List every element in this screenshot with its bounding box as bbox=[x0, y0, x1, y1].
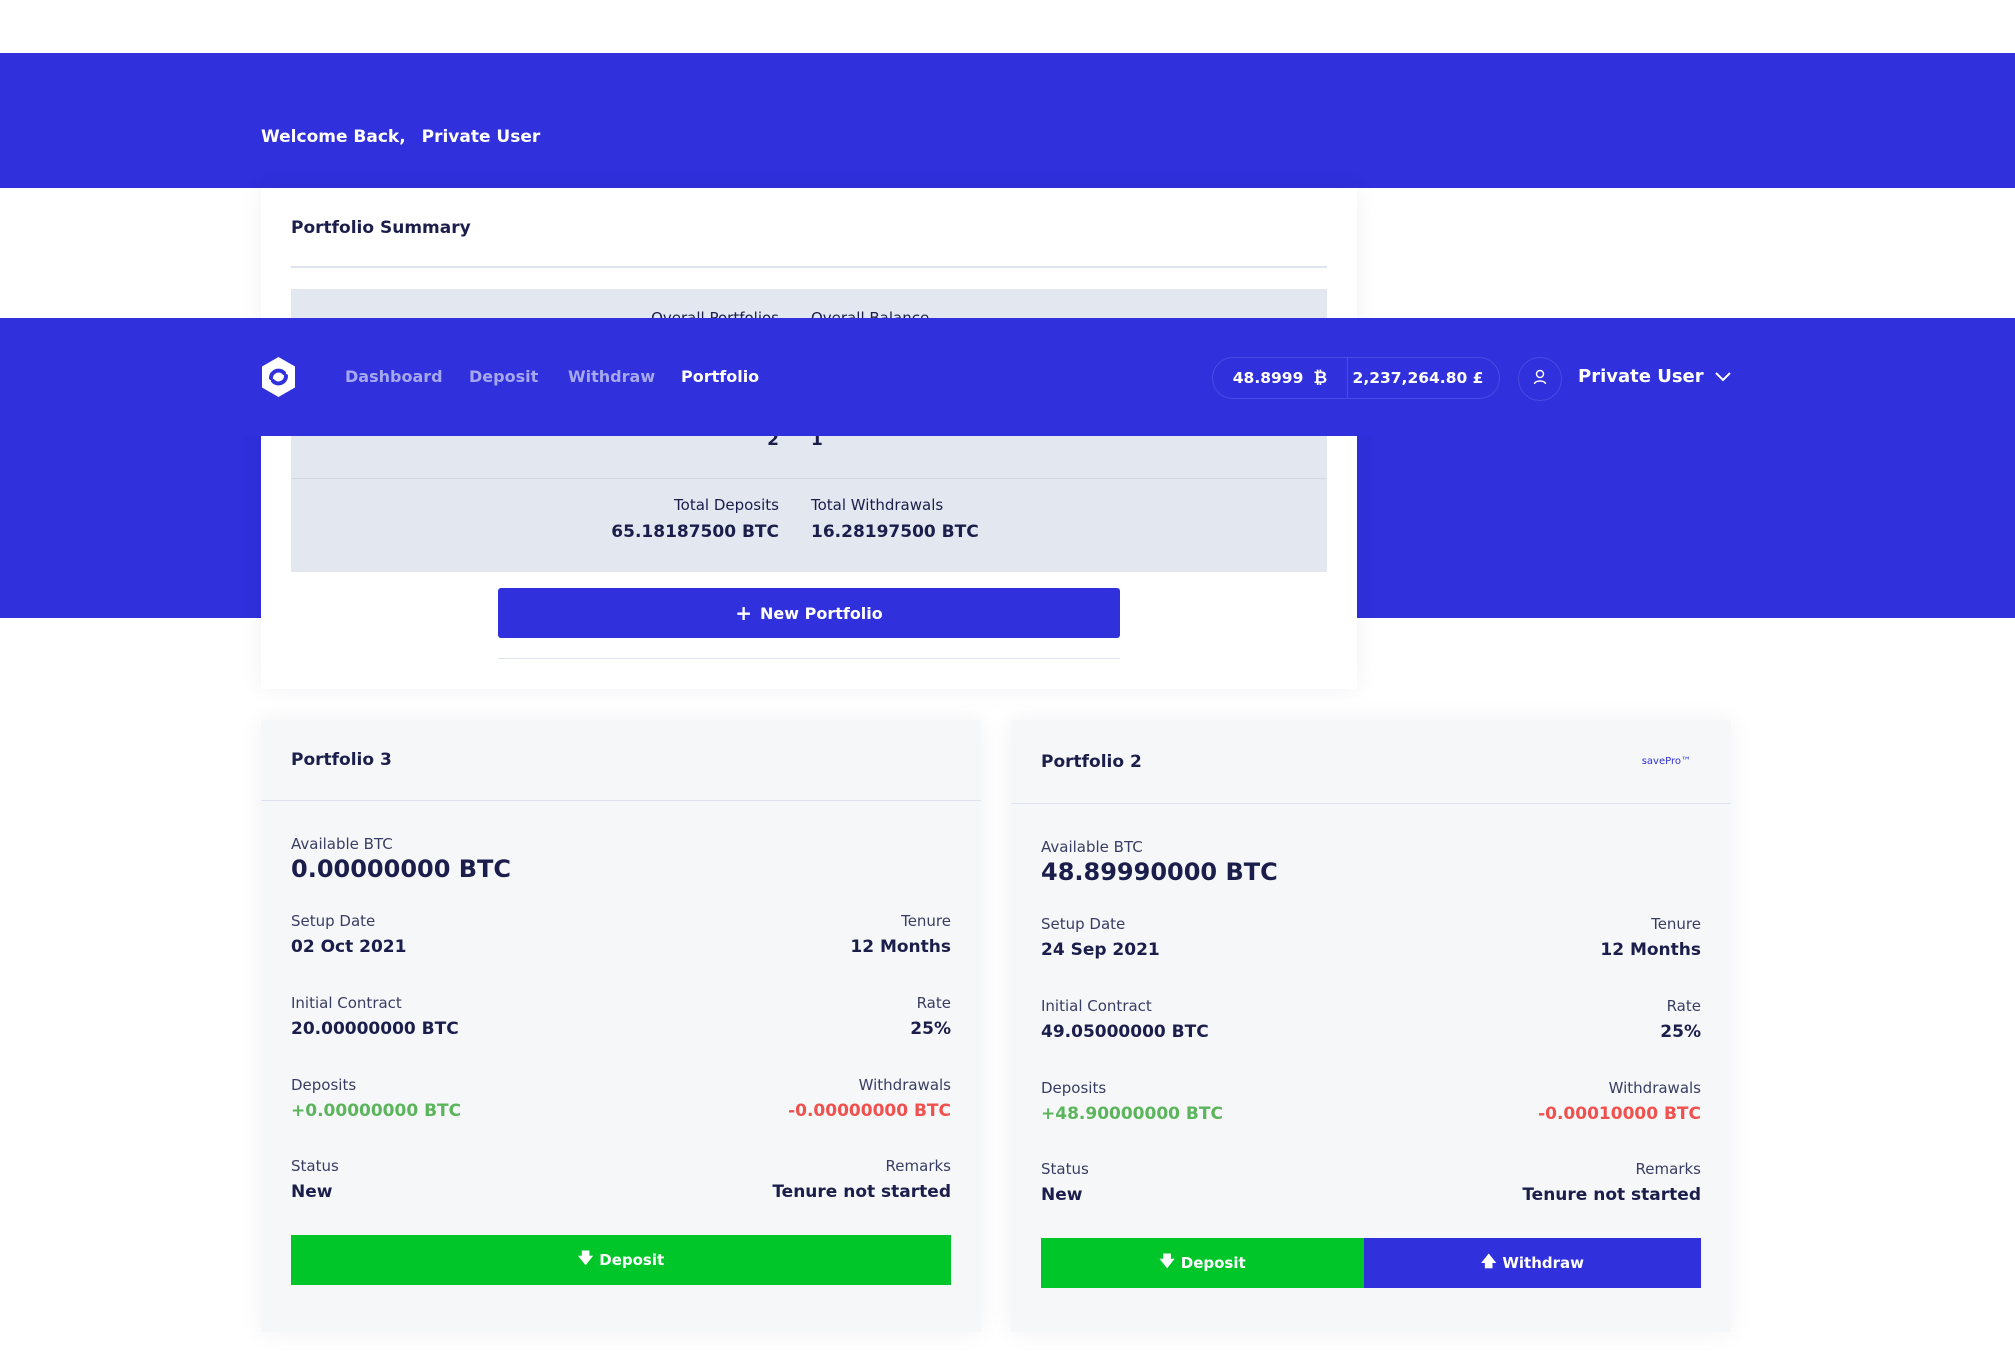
withdraw-button[interactable]: 🡅 Withdraw bbox=[1364, 1238, 1701, 1288]
arrow-down-icon: 🡇 bbox=[1159, 1251, 1175, 1270]
rate-label: Rate bbox=[916, 994, 951, 1012]
nav-deposit[interactable]: Deposit bbox=[469, 367, 539, 386]
plus-icon: + bbox=[735, 601, 752, 625]
deposits-label: Deposits bbox=[1041, 1079, 1107, 1097]
overall-balance-count: 1 bbox=[811, 430, 823, 450]
rate-label: Rate bbox=[1666, 997, 1701, 1015]
status-label: Status bbox=[1041, 1160, 1089, 1178]
remarks-value: Tenure not started bbox=[772, 1182, 951, 1202]
setup-date-label: Setup Date bbox=[1041, 915, 1126, 933]
logo-icon[interactable] bbox=[260, 356, 297, 398]
balance-pill[interactable]: 48.8999 ₿ 2,237,264.80 £ bbox=[1212, 357, 1500, 399]
withdrawals-value: -0.00000000 BTC bbox=[788, 1101, 951, 1121]
available-label: Available BTC bbox=[1041, 838, 1143, 856]
total-deposits-label: Total Deposits bbox=[674, 496, 779, 514]
deposit-button[interactable]: 🡇 Deposit bbox=[291, 1235, 951, 1285]
deposit-button-label: Deposit bbox=[599, 1251, 665, 1269]
user-icon bbox=[1533, 369, 1547, 389]
summary-divider bbox=[291, 266, 1327, 268]
status-value: New bbox=[1041, 1185, 1083, 1205]
rate-value: 25% bbox=[1660, 1022, 1701, 1042]
total-withdrawals-value: 16.28197500 BTC bbox=[811, 522, 979, 542]
rate-value: 25% bbox=[910, 1019, 951, 1039]
deposits-label: Deposits bbox=[291, 1076, 357, 1094]
chevron-down-icon[interactable] bbox=[1714, 368, 1732, 387]
initial-contract-label: Initial Contract bbox=[291, 994, 402, 1012]
tenure-value: 12 Months bbox=[850, 937, 951, 957]
portfolio-divider bbox=[1011, 803, 1731, 804]
portfolio-title: Portfolio 2 bbox=[1041, 752, 1142, 772]
welcome-text: Welcome Back, bbox=[261, 127, 406, 147]
available-value: 0.00000000 BTC bbox=[291, 855, 512, 883]
withdrawals-label: Withdrawals bbox=[1608, 1079, 1701, 1097]
initial-contract-label: Initial Contract bbox=[1041, 997, 1152, 1015]
nav-dashboard[interactable]: Dashboard bbox=[345, 367, 443, 386]
stats-row-divider bbox=[291, 478, 1327, 479]
savepro-badge: savePro™ bbox=[1641, 756, 1691, 767]
tenure-label: Tenure bbox=[1651, 915, 1701, 933]
status-value: New bbox=[291, 1182, 333, 1202]
deposits-value: +0.00000000 BTC bbox=[291, 1101, 462, 1121]
total-deposits-value: 65.18187500 BTC bbox=[611, 522, 779, 542]
deposits-value: +48.90000000 BTC bbox=[1041, 1104, 1223, 1124]
remarks-value: Tenure not started bbox=[1522, 1185, 1701, 1205]
hero-banner bbox=[0, 53, 2015, 188]
balance-separator bbox=[1347, 358, 1348, 398]
remarks-label: Remarks bbox=[885, 1157, 951, 1175]
summary-title: Portfolio Summary bbox=[291, 218, 471, 238]
portfolio-title: Portfolio 3 bbox=[291, 750, 392, 770]
btc-balance: 48.8999 ₿ bbox=[1213, 358, 1347, 398]
overall-portfolios-count: 2 bbox=[767, 430, 779, 450]
withdrawals-value: -0.00010000 BTC bbox=[1538, 1104, 1701, 1124]
welcome-message: Welcome Back, Private User bbox=[261, 127, 540, 147]
portfolio-card: Portfolio 2 savePro™ Available BTC 48.89… bbox=[1011, 720, 1731, 1332]
setup-date-value: 02 Oct 2021 bbox=[291, 937, 407, 957]
portfolio-summary-card: Portfolio Summary Overall Portfolios Ove… bbox=[261, 188, 1357, 689]
remarks-label: Remarks bbox=[1635, 1160, 1701, 1178]
user-avatar[interactable] bbox=[1518, 357, 1562, 401]
withdrawals-label: Withdrawals bbox=[858, 1076, 951, 1094]
setup-date-label: Setup Date bbox=[291, 912, 376, 930]
deposit-button-label: Deposit bbox=[1180, 1254, 1246, 1272]
setup-date-value: 24 Sep 2021 bbox=[1041, 940, 1160, 960]
status-label: Status bbox=[291, 1157, 339, 1175]
deposit-button[interactable]: 🡇 Deposit bbox=[1041, 1238, 1364, 1288]
initial-contract-value: 49.05000000 BTC bbox=[1041, 1022, 1209, 1042]
btc-balance-value: 48.8999 bbox=[1232, 369, 1304, 387]
button-divider bbox=[498, 658, 1120, 659]
available-label: Available BTC bbox=[291, 835, 393, 853]
welcome-user: Private User bbox=[421, 127, 541, 147]
new-portfolio-button[interactable]: + New Portfolio bbox=[498, 588, 1120, 638]
portfolio-divider bbox=[261, 800, 981, 801]
withdraw-button-label: Withdraw bbox=[1502, 1254, 1585, 1272]
top-navbar bbox=[0, 318, 2015, 436]
tenure-value: 12 Months bbox=[1600, 940, 1701, 960]
initial-contract-value: 20.00000000 BTC bbox=[291, 1019, 459, 1039]
gbp-balance-value: 2,237,264.80 £ bbox=[1352, 369, 1484, 387]
gbp-balance: 2,237,264.80 £ bbox=[1348, 358, 1488, 398]
arrow-up-icon: 🡅 bbox=[1480, 1251, 1497, 1270]
arrow-down-icon: 🡇 bbox=[577, 1248, 594, 1267]
nav-portfolio[interactable]: Portfolio bbox=[681, 367, 760, 386]
portfolio-card: Portfolio 3 Available BTC 0.00000000 BTC… bbox=[261, 720, 981, 1332]
new-portfolio-label: New Portfolio bbox=[760, 603, 883, 623]
bitcoin-icon: ₿ bbox=[1313, 368, 1328, 388]
user-name[interactable]: Private User bbox=[1578, 366, 1704, 387]
tenure-label: Tenure bbox=[901, 912, 951, 930]
nav-withdraw[interactable]: Withdraw bbox=[568, 367, 656, 386]
available-value: 48.89990000 BTC bbox=[1041, 858, 1278, 886]
total-withdrawals-label: Total Withdrawals bbox=[811, 496, 944, 514]
